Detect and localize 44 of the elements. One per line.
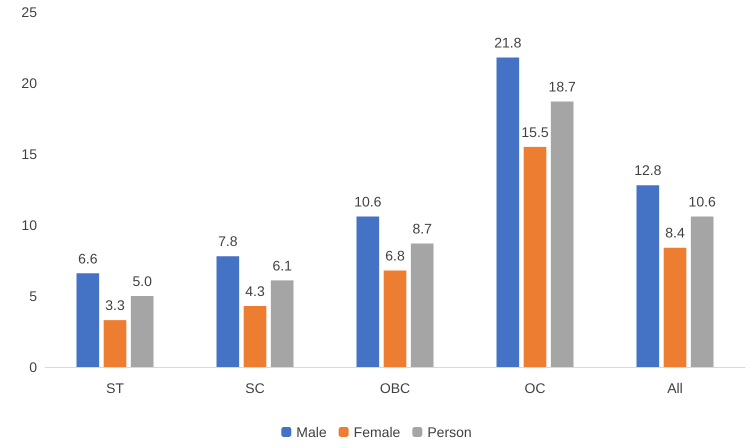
x-tick-label: SC: [245, 380, 265, 396]
bar: [76, 273, 100, 367]
bar: [636, 185, 660, 367]
bar: [356, 216, 380, 367]
data-label: 6.1: [272, 257, 292, 274]
bar: [216, 256, 240, 367]
legend-label: Female: [354, 424, 401, 440]
x-tick-label: All: [667, 380, 683, 396]
data-label: 5.0: [132, 273, 152, 289]
data-label: 8.7: [412, 220, 432, 236]
bar: [550, 101, 574, 367]
data-label: 6.6: [78, 250, 98, 266]
x-tick-label: OC: [524, 380, 546, 396]
data-label: 21.8: [494, 34, 522, 50]
data-label: 7.8: [218, 233, 238, 250]
x-tick-label: ST: [106, 380, 124, 396]
data-label: 12.8: [634, 162, 662, 178]
data-label: 4.3: [245, 282, 265, 299]
y-tick-label: 25: [21, 4, 38, 20]
y-tick-label: 15: [21, 146, 38, 162]
bar: [270, 280, 294, 367]
y-tick-label: 20: [21, 75, 38, 91]
bar: [244, 306, 266, 367]
data-label: 6.8: [385, 247, 405, 264]
data-label: 10.6: [688, 193, 716, 210]
bar: [690, 216, 714, 367]
legend-label: Person: [427, 424, 472, 440]
data-label: 10.6: [354, 193, 382, 210]
bar: [664, 248, 686, 367]
bar: [130, 296, 154, 367]
data-label: 3.3: [105, 297, 125, 314]
data-label: 15.5: [521, 124, 549, 140]
bar: [410, 243, 434, 367]
x-tick-label: OBC: [380, 380, 410, 396]
bar: [524, 146, 546, 367]
legend-label: Male: [296, 424, 327, 440]
y-tick-label: 10: [21, 217, 38, 233]
bar: [104, 320, 126, 367]
y-tick-label: 5: [29, 288, 38, 304]
bar: [496, 57, 520, 367]
data-label: 8.4: [665, 224, 685, 241]
y-tick-label: 0: [29, 359, 38, 375]
data-label: 18.7: [548, 78, 576, 94]
bar: [384, 270, 406, 367]
